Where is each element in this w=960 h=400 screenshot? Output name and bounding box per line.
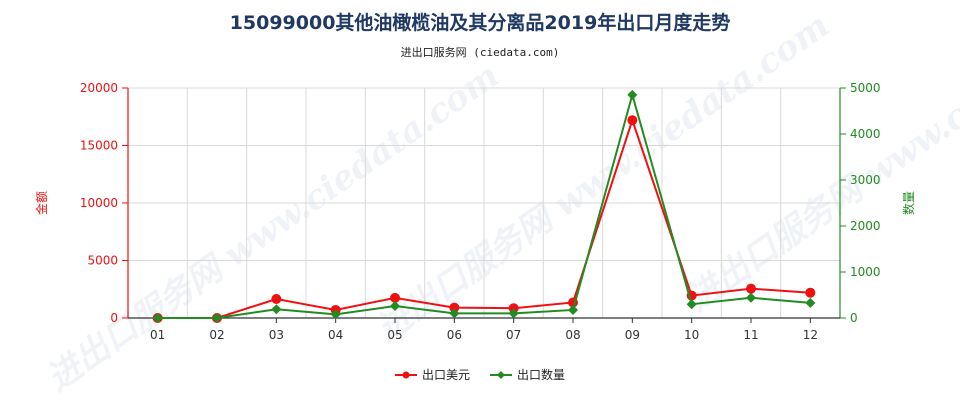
y-right-tick-label: 5000	[850, 81, 881, 95]
chart-subtitle: 进出口服务网 (ciedata.com)	[400, 46, 560, 59]
x-tick-label: 10	[684, 328, 699, 342]
y-left-tick-label: 10000	[80, 196, 118, 210]
data-point	[686, 299, 697, 310]
y-left-tick-label: 5000	[87, 254, 118, 268]
data-point	[271, 304, 282, 315]
series-line	[157, 91, 811, 319]
y-right-axis-label: 数量	[901, 191, 916, 215]
data-point	[627, 115, 638, 126]
x-tick-label: 11	[743, 328, 758, 342]
y-right-tick-label: 3000	[850, 173, 881, 187]
x-tick-label: 12	[803, 328, 818, 342]
y-left-tick-label: 0	[110, 311, 118, 325]
series-line	[157, 117, 811, 319]
x-tick-label: 03	[269, 328, 284, 342]
data-point	[390, 301, 400, 312]
data-point	[449, 302, 460, 313]
data-point	[508, 303, 519, 314]
data-point	[627, 89, 638, 100]
data-point	[568, 304, 578, 315]
x-tick-label: 05	[387, 328, 402, 342]
x-tick-label: 07	[506, 328, 521, 342]
x-tick-label: 09	[625, 328, 640, 342]
x-tick-label: 02	[209, 328, 224, 342]
data-point	[746, 292, 756, 303]
data-point	[449, 308, 460, 319]
data-point	[805, 297, 816, 308]
legend-marker	[497, 371, 505, 379]
x-tick-label: 01	[150, 328, 165, 342]
y-right-tick-label: 0	[850, 311, 858, 325]
data-point	[330, 309, 341, 320]
data-point	[152, 313, 163, 323]
y-left-tick-label: 15000	[80, 139, 118, 153]
x-tick-label: 06	[447, 328, 462, 342]
chart-title: 15099000其他油橄榄油及其分离品2019年出口月度走势	[229, 12, 731, 34]
data-point	[508, 308, 519, 319]
data-point	[805, 287, 816, 298]
y-right-tick-label: 2000	[850, 219, 881, 233]
data-point	[746, 283, 756, 294]
x-tick-label: 04	[328, 328, 343, 342]
x-tick-label: 08	[565, 328, 580, 342]
legend-label: 出口美元	[422, 368, 470, 382]
y-left-axis-label: 金额	[34, 191, 49, 215]
data-point	[212, 313, 222, 323]
legend-label: 出口数量	[517, 367, 565, 382]
data-point	[390, 292, 400, 303]
y-right-tick-label: 4000	[850, 127, 881, 141]
legend-marker	[402, 371, 410, 379]
data-point	[271, 294, 282, 305]
y-right-tick-label: 1000	[850, 265, 881, 279]
y-left-tick-label: 20000	[80, 81, 118, 95]
